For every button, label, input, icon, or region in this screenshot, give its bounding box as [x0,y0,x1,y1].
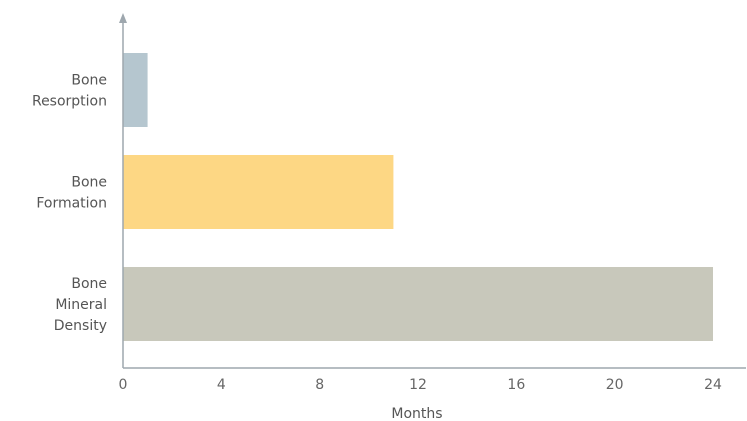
bar-bone-resorption [123,53,148,127]
x-tick-label: 20 [606,377,624,393]
category-label: Bone Mineral Density [54,276,107,334]
bar-bone-formation [123,155,394,229]
bars-group [123,53,713,341]
category-labels-group: Bone Resorption Bone Formation Bone Mineral De… [32,73,107,335]
x-tick-label: 0 [119,377,128,393]
x-tick-label: 16 [507,377,525,393]
x-tick-labels-group: 0 4 8 12 16 20 24 [119,377,722,393]
category-label: Bone Formation [36,175,107,212]
x-tick-label: 8 [315,377,324,393]
category-label: Bone Resorption [32,73,107,110]
x-tick-label: 12 [409,377,427,393]
x-tick-label: 24 [704,377,722,393]
bar-bone-mineral-density [123,267,713,341]
x-tick-label: 4 [217,377,226,393]
y-axis-arrow-icon [119,13,127,23]
x-axis-title: Months [391,406,442,421]
